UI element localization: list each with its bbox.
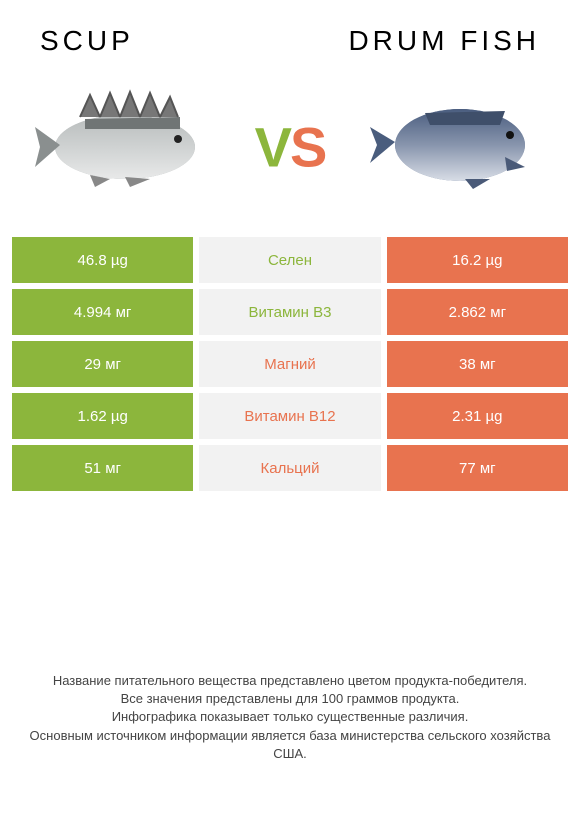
left-value: 51 мг — [12, 445, 193, 491]
right-product-title: DRUM FISH — [348, 25, 540, 57]
table-row: 1.62 µgВитамин B122.31 µg — [12, 393, 568, 439]
left-product-title: SCUP — [40, 25, 134, 57]
table-row: 46.8 µgСелен16.2 µg — [12, 237, 568, 283]
table-row: 51 мгКальций77 мг — [12, 445, 568, 491]
right-value: 16.2 µg — [387, 237, 568, 283]
nutrient-label: Витамин B3 — [199, 289, 380, 335]
footer-line: Основным источником информации является … — [20, 727, 560, 763]
comparison-table: 46.8 µgСелен16.2 µg 4.994 мгВитамин B32.8… — [0, 237, 580, 491]
table-row: 4.994 мгВитамин B32.862 мг — [12, 289, 568, 335]
nutrient-label: Магний — [199, 341, 380, 387]
nutrient-label: Кальций — [199, 445, 380, 491]
footer-line: Название питательного вещества представл… — [20, 672, 560, 690]
footer-line: Все значения представлены для 100 граммо… — [20, 690, 560, 708]
images-row: VS — [0, 57, 580, 237]
scup-image — [25, 77, 225, 207]
left-value: 29 мг — [12, 341, 193, 387]
right-value: 38 мг — [387, 341, 568, 387]
table-row: 29 мгМагний38 мг — [12, 341, 568, 387]
drum-fish-image — [355, 77, 555, 207]
right-value: 77 мг — [387, 445, 568, 491]
nutrient-label: Селен — [199, 237, 380, 283]
left-value: 46.8 µg — [12, 237, 193, 283]
vs-v: V — [255, 116, 290, 179]
fish-icon — [30, 87, 220, 197]
footer-notes: Название питательного вещества представл… — [0, 672, 580, 763]
vs-label: VS — [255, 115, 326, 180]
right-value: 2.862 мг — [387, 289, 568, 335]
right-value: 2.31 µg — [387, 393, 568, 439]
footer-line: Инфографика показывает только существенн… — [20, 708, 560, 726]
left-value: 4.994 мг — [12, 289, 193, 335]
fish-icon — [365, 87, 545, 197]
nutrient-label: Витамин B12 — [199, 393, 380, 439]
vs-s: S — [290, 116, 325, 179]
left-value: 1.62 µg — [12, 393, 193, 439]
header: SCUP DRUM FISH — [0, 0, 580, 57]
